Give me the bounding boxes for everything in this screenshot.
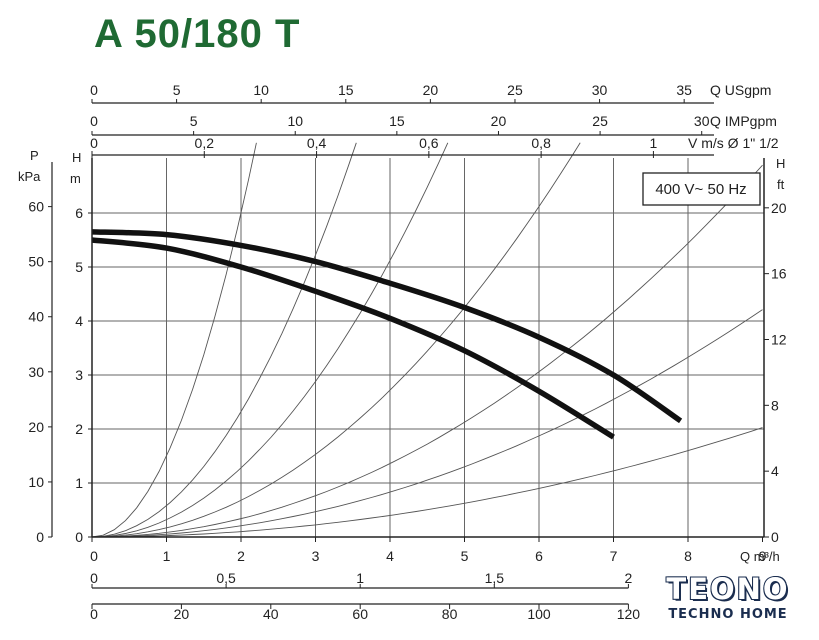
pressure-tick-label: 40 — [28, 309, 44, 325]
top-axis-tick-label-usgpm: 10 — [253, 82, 269, 98]
top-axis-title-impgpm: Q IMPgpm — [710, 113, 777, 129]
head-m-axis-title: H — [72, 150, 81, 165]
logo-sub-text: TECHNO HOME — [668, 607, 788, 622]
pump-curves — [91, 229, 683, 440]
head-ft-tick-label: 0 — [771, 529, 779, 545]
system-curves — [91, 142, 763, 538]
top-axis-tick-label-velocity: 0 — [90, 135, 98, 151]
top-axis-tick-label-usgpm: 5 — [173, 82, 181, 98]
pressure-axis-title: P — [30, 148, 39, 163]
bottom-axis-tick-label-aux2: 40 — [263, 606, 279, 622]
axes — [48, 99, 769, 609]
pressure-tick-label: 10 — [28, 474, 44, 490]
pump-curve-1 — [91, 229, 683, 424]
top-axis-tick-label-velocity: 0,4 — [307, 135, 327, 151]
top-axis-tick-label-usgpm: 25 — [507, 82, 523, 98]
head-m-tick-label: 0 — [75, 529, 83, 545]
system-curve — [91, 142, 449, 538]
bottom-axis-tick-label-aux1: 0 — [90, 570, 98, 586]
head-ft-tick-label: 4 — [771, 463, 779, 479]
top-axis-tick-label-usgpm: 20 — [423, 82, 439, 98]
top-axis-tick-label-usgpm: 35 — [676, 82, 692, 98]
top-axis-title-usgpm: Q USgpm — [710, 82, 771, 98]
bottom-axis-tick-label-aux2: 100 — [527, 606, 551, 622]
bottom-axis-tick-label-aux2: 80 — [442, 606, 458, 622]
top-axis-tick-label-usgpm: 0 — [90, 82, 98, 98]
bottom-axis-tick-label-aux2: 0 — [90, 606, 98, 622]
flow-tick-label: 7 — [610, 548, 618, 564]
system-curve — [91, 309, 763, 538]
pressure-tick-label: 60 — [28, 199, 44, 215]
head-ft-axis-title: H — [776, 156, 785, 171]
head-m-axis-unit: m — [70, 171, 81, 186]
top-axis-tick-label-velocity: 0,2 — [195, 135, 215, 151]
top-axis-tick-label-impgpm: 5 — [190, 113, 198, 129]
top-axis-tick-label-impgpm: 25 — [592, 113, 608, 129]
flow-tick-label: 3 — [312, 548, 320, 564]
top-axis-tick-label-velocity: 1 — [650, 135, 658, 151]
flow-tick-label: 0 — [90, 548, 98, 564]
top-axis-tick-label-impgpm: 0 — [90, 113, 98, 129]
bottom-axis-tick-label-aux1: 2 — [625, 570, 633, 586]
legend-box — [642, 172, 761, 206]
top-axis-tick-label-usgpm: 15 — [338, 82, 354, 98]
bottom-axis-tick-label-aux2: 120 — [617, 606, 641, 622]
top-axis-tick-label-impgpm: 20 — [491, 113, 507, 129]
top-axis-tick-label-velocity: 0,8 — [531, 135, 551, 151]
head-m-tick-label: 1 — [75, 475, 83, 491]
head-m-tick-label: 5 — [75, 259, 83, 275]
bottom-axis-tick-label-aux2: 20 — [174, 606, 190, 622]
teono-logo: TEONO TECHNO HOME — [644, 571, 812, 632]
head-ft-axis-unit: ft — [777, 177, 785, 192]
top-axis-tick-label-impgpm: 15 — [389, 113, 405, 129]
system-curve — [92, 427, 763, 538]
flow-tick-label: 4 — [386, 548, 394, 564]
system-curve — [91, 142, 581, 538]
head-ft-tick-label: 8 — [771, 397, 779, 413]
system-curve — [91, 142, 257, 538]
pressure-axis-unit: kPa — [18, 169, 41, 184]
flow-tick-label: 1 — [163, 548, 171, 564]
head-m-tick-label: 6 — [75, 205, 83, 221]
chart-title: A 50/180 T — [94, 12, 301, 56]
head-ft-tick-label: 20 — [771, 200, 787, 216]
pressure-tick-label: 0 — [36, 529, 44, 545]
pump-curve-2 — [91, 237, 615, 440]
logo-main-text: TEONO — [665, 571, 790, 607]
bottom-axis-tick-label-aux2: 60 — [352, 606, 368, 622]
head-m-tick-label: 2 — [75, 421, 83, 437]
system-curve — [91, 164, 763, 538]
system-curve — [91, 142, 357, 538]
bottom-axis-tick-label-aux1: 1 — [356, 570, 364, 586]
grid — [92, 158, 764, 537]
pressure-tick-label: 50 — [28, 254, 44, 270]
bottom-axis-tick-label-aux1: 0,5 — [216, 570, 236, 586]
head-ft-tick-label: 16 — [771, 266, 787, 282]
head-m-tick-label: 4 — [75, 313, 83, 329]
flow-axis-label: Q m³/h — [740, 549, 780, 564]
top-axis-title-velocity: V m/s Ø 1" 1/2 — [688, 135, 779, 151]
head-ft-tick-label: 12 — [771, 331, 787, 347]
top-axis-tick-label-velocity: 0,6 — [419, 135, 439, 151]
flow-tick-label: 8 — [684, 548, 692, 564]
bottom-axis-tick-label-aux1: 1,5 — [485, 570, 505, 586]
top-axis-tick-label-impgpm: 10 — [287, 113, 303, 129]
top-axis-tick-label-usgpm: 30 — [592, 82, 608, 98]
pressure-tick-label: 30 — [28, 364, 44, 380]
top-axis-tick-label-impgpm: 30 — [694, 113, 710, 129]
flow-tick-label: 2 — [237, 548, 245, 564]
flow-tick-label: 5 — [461, 548, 469, 564]
head-m-tick-label: 3 — [75, 367, 83, 383]
flow-tick-label: 6 — [535, 548, 543, 564]
axis-labels: 0 1 2 3 4 5 6 7 8 9Q m³/h0102030405060PkPa0123456… — [18, 82, 787, 622]
legend-box-text: 400 V~ 50 Hz — [655, 181, 746, 198]
flow-tick-label: 9 — [759, 548, 767, 564]
pressure-tick-label: 20 — [28, 419, 44, 435]
